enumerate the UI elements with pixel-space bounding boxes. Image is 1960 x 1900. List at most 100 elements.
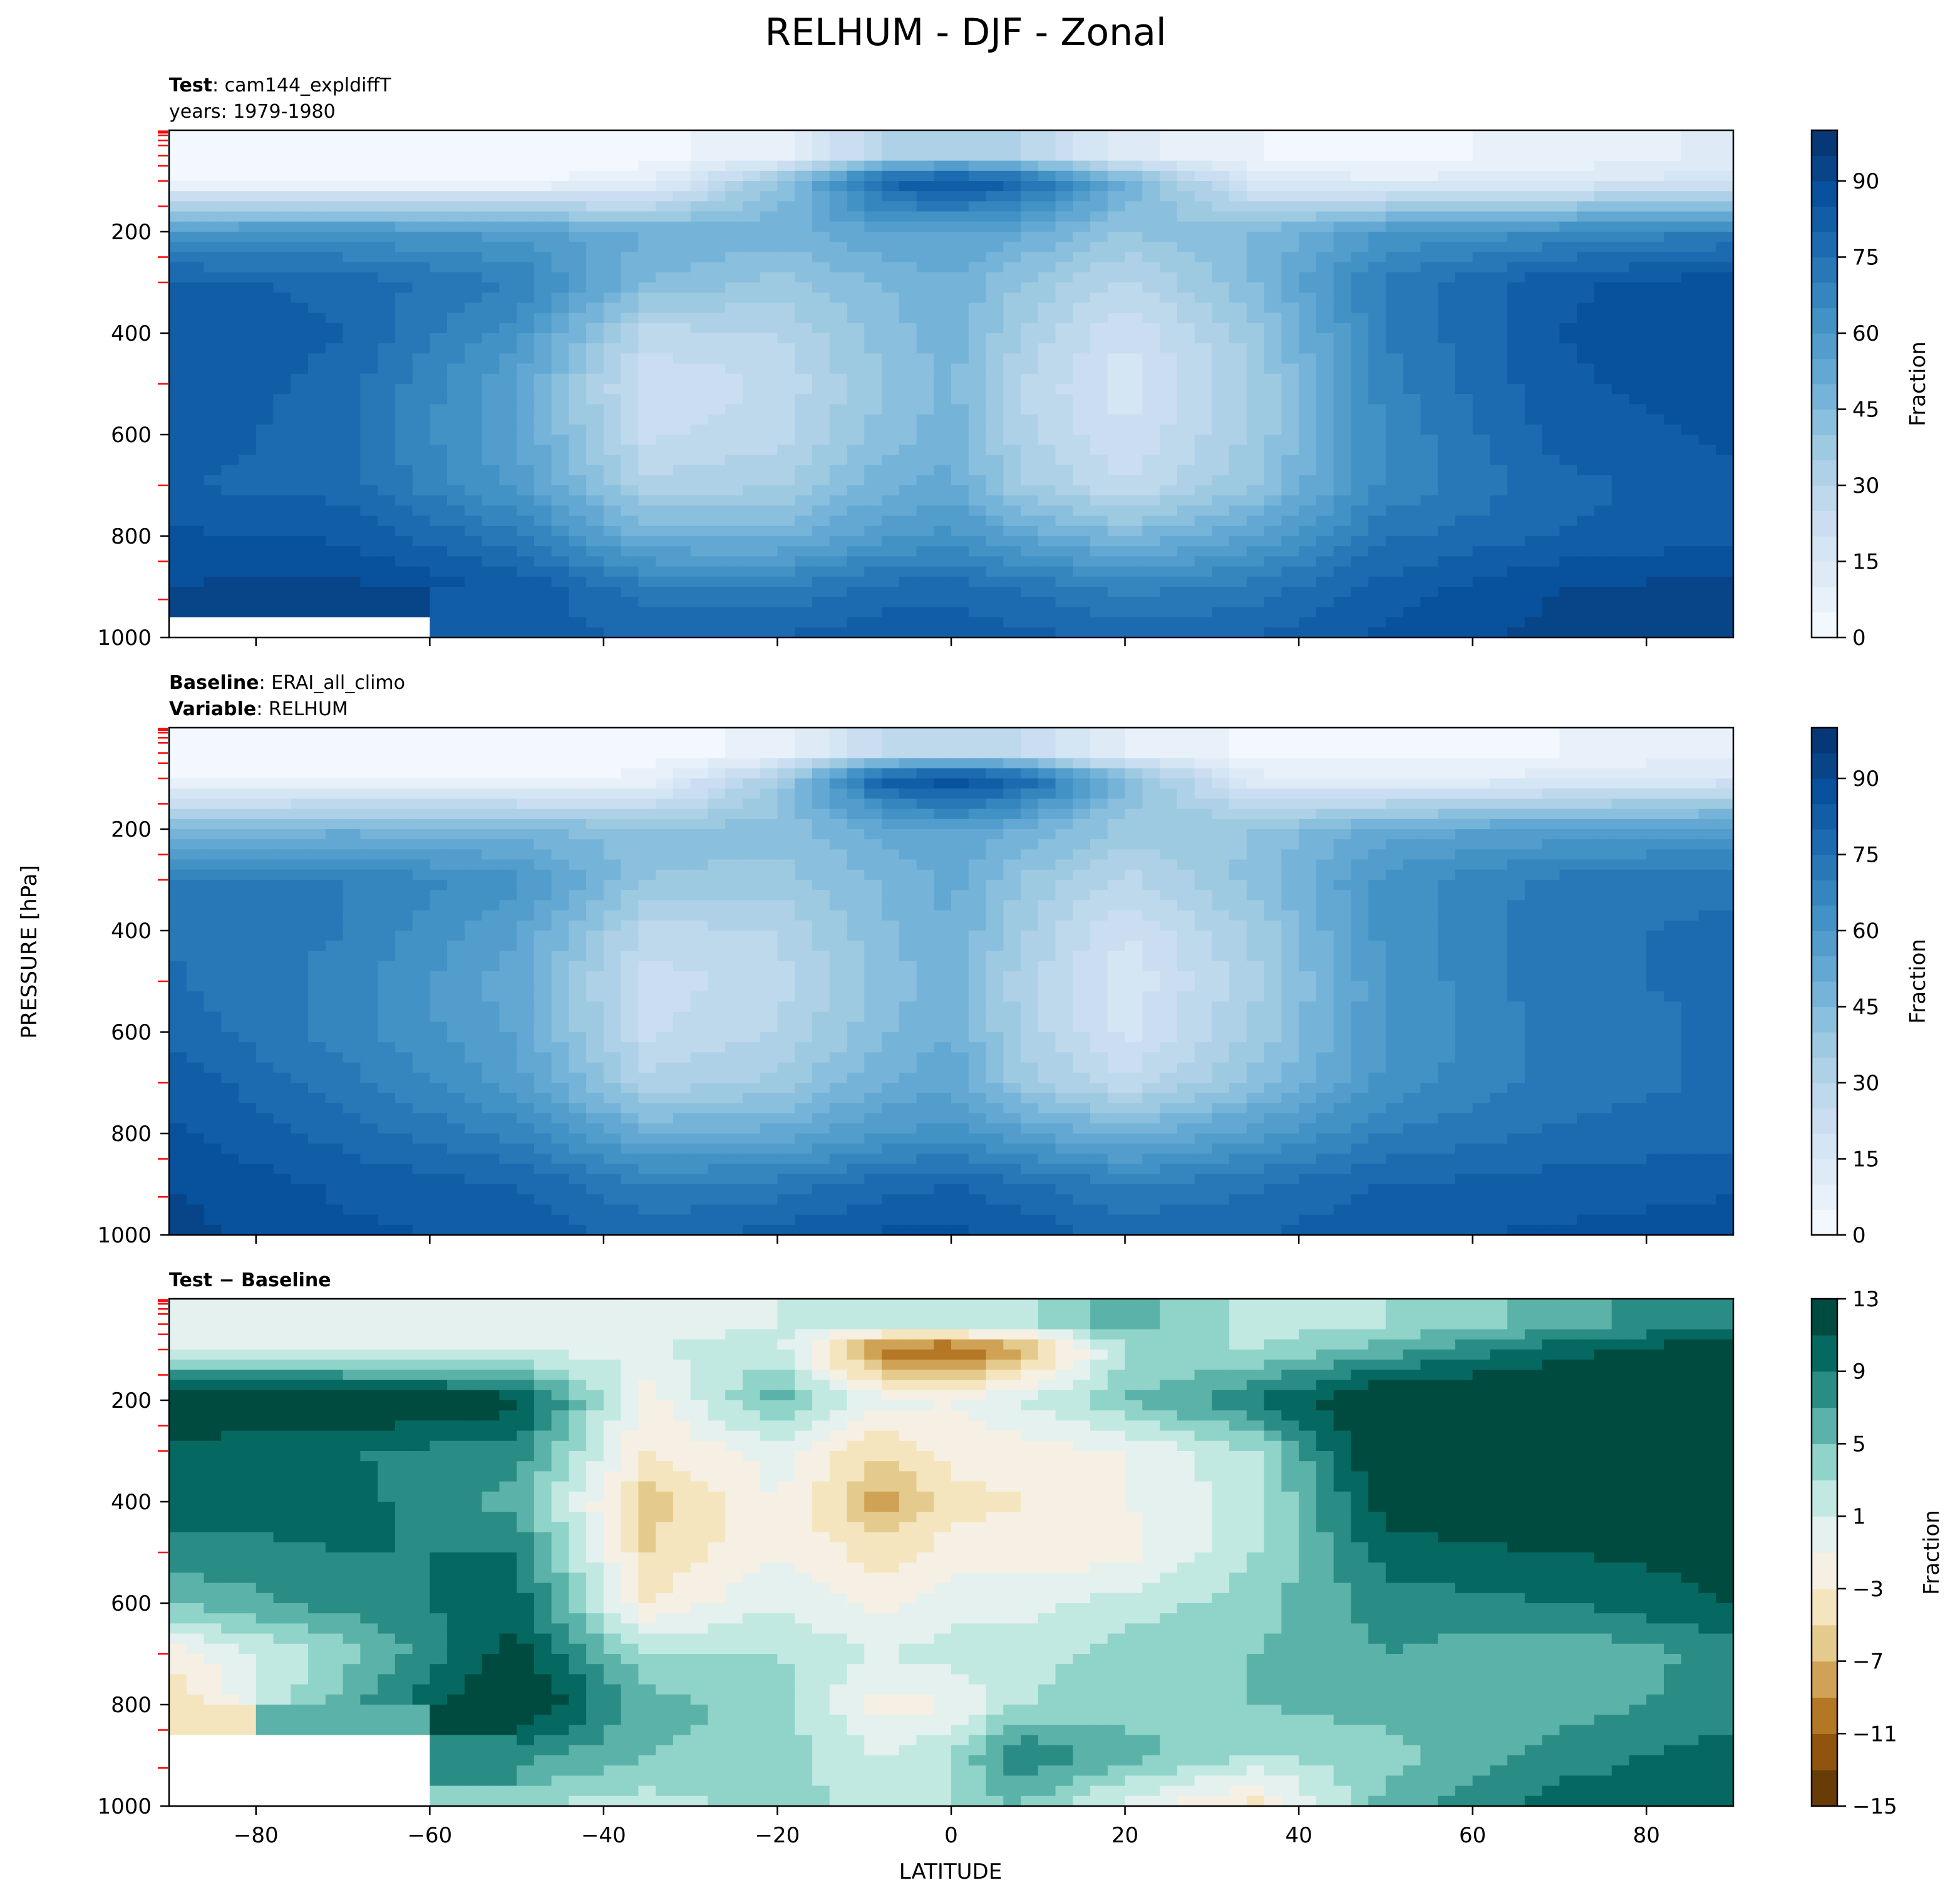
heatmap-cell (864, 232, 882, 242)
heatmap-cell (343, 232, 361, 242)
heatmap-cell (239, 627, 257, 638)
heatmap-cell (1559, 181, 1577, 192)
heatmap-cell (1472, 211, 1491, 222)
heatmap-cell (255, 211, 274, 222)
heatmap-cell (1420, 323, 1438, 334)
heatmap-cell (186, 748, 205, 759)
heatmap-cell (1646, 211, 1664, 222)
heatmap-cell (638, 597, 656, 607)
heatmap-cell (1507, 221, 1525, 232)
heatmap-cell (847, 312, 865, 324)
heatmap-cell (169, 525, 187, 537)
heatmap-cell (916, 242, 934, 252)
heatmap-cell (1524, 232, 1543, 242)
heatmap-cell (1629, 597, 1647, 607)
heatmap-cell (795, 272, 813, 283)
heatmap-cell (1368, 282, 1386, 293)
heatmap-cell (291, 323, 309, 334)
heatmap-cell (1177, 435, 1195, 445)
heatmap-cell (430, 201, 448, 212)
heatmap-cell (325, 587, 344, 597)
heatmap-cell (1559, 384, 1577, 395)
heatmap-cell (1455, 617, 1473, 628)
heatmap-cell (1629, 201, 1647, 212)
heatmap-cell (760, 242, 778, 252)
heatmap-cell (829, 252, 848, 263)
heatmap-cell (447, 343, 465, 354)
heatmap-cell (760, 465, 778, 476)
heatmap-cell (812, 435, 830, 445)
heatmap-cell (1611, 302, 1630, 314)
heatmap-cell (1264, 556, 1282, 567)
heatmap-cell (1229, 242, 1247, 252)
heatmap-cell (899, 262, 917, 273)
heatmap-cell (221, 282, 239, 293)
heatmap-cell (1663, 232, 1682, 242)
heatmap-cell (186, 140, 205, 151)
heatmap-cell (464, 597, 483, 607)
heatmap-cell (690, 312, 709, 324)
heatmap-cell (864, 525, 882, 537)
heatmap-cell (1629, 738, 1647, 748)
heatmap-cell (864, 292, 882, 303)
heatmap-cell (742, 607, 761, 618)
heatmap-cell (1264, 262, 1282, 273)
heatmap-cell (534, 404, 552, 415)
heatmap-cell (1420, 465, 1438, 476)
heatmap-cell (255, 556, 274, 567)
heatmap-cell (986, 576, 1004, 587)
heatmap-cell (1559, 597, 1577, 607)
heatmap-cell (708, 232, 726, 242)
heatmap-cell (1351, 262, 1369, 273)
heatmap-cell (1212, 232, 1230, 242)
heatmap-cell (656, 587, 674, 597)
heatmap-cell (1594, 607, 1612, 618)
heatmap-cell (1090, 515, 1108, 527)
heatmap-cell (464, 607, 483, 618)
heatmap-cell (308, 475, 326, 486)
heatmap-cell (464, 353, 483, 364)
heatmap-cell (360, 515, 378, 527)
heatmap-cell (760, 738, 778, 748)
heatmap-cell (1246, 424, 1265, 435)
heatmap-cell (1316, 597, 1334, 607)
heatmap-cell (343, 505, 361, 517)
heatmap-cell (221, 191, 239, 202)
heatmap-cell (1316, 170, 1334, 182)
heatmap-cell (1698, 353, 1716, 364)
heatmap-cell (1716, 485, 1733, 496)
heatmap-cell (1194, 758, 1212, 769)
heatmap-cell (621, 282, 639, 293)
heatmap-cell (291, 748, 309, 759)
heatmap-cell (847, 768, 865, 779)
heatmap-cell (169, 455, 187, 466)
heatmap-cell (1177, 576, 1195, 587)
heatmap-cell (1333, 363, 1351, 374)
heatmap-cell (1246, 728, 1265, 738)
heatmap-cell (517, 201, 535, 212)
heatmap-cell (1299, 312, 1317, 324)
heatmap-cell (1646, 302, 1664, 314)
heatmap-cell (1490, 597, 1508, 607)
heatmap-cell (447, 363, 465, 374)
heatmap-cell (621, 353, 639, 364)
heatmap-cell (239, 536, 257, 547)
heatmap-cell (708, 748, 726, 759)
heatmap-cell (916, 333, 934, 344)
heatmap-cell (221, 384, 239, 395)
heatmap-cell (1385, 323, 1404, 334)
heatmap-cell (482, 445, 500, 455)
heatmap-cell (221, 556, 239, 567)
heatmap-cell (1611, 353, 1630, 364)
heatmap-cell (1420, 485, 1438, 496)
heatmap-cell (1698, 262, 1716, 273)
heatmap-cell (1003, 485, 1021, 496)
heatmap-cell (204, 587, 222, 597)
heatmap-cell (1038, 130, 1056, 141)
heatmap-cell (169, 292, 187, 303)
heatmap-cell (291, 211, 309, 222)
heatmap-cell (1524, 140, 1543, 151)
heatmap-cell (603, 201, 622, 212)
heatmap-cell (291, 728, 309, 738)
heatmap-cell (1299, 738, 1317, 748)
